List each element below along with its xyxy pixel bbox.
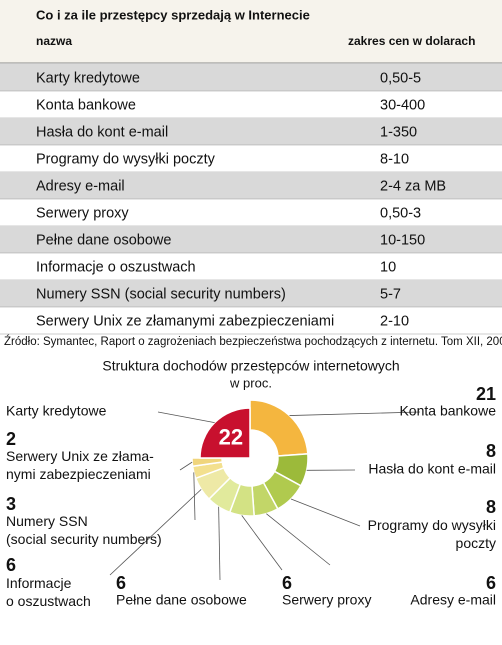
category-label: Serwery proxy [282,592,371,608]
value-label: 6 [116,573,126,593]
chart-subtitle: w proc. [229,375,272,390]
category-label: Adresy e-mail [410,592,496,608]
value-label: 22 [219,425,243,450]
row-name: Numery SSN (social security numbers) [36,286,286,302]
row-price: 0,50-5 [380,70,421,86]
row-name: Konta bankowe [36,97,136,113]
value-label: 8 [486,497,496,517]
row-price: 10-150 [380,232,425,248]
row-price: 8-10 [380,151,409,167]
row-price: 10 [380,259,396,275]
value-label: 8 [486,441,496,461]
row-name: Serwery proxy [36,205,129,221]
value-label: 2 [6,429,16,449]
row-name: Hasła do kont e-mail [36,124,168,140]
category-label: Konta bankowe [399,403,496,419]
row-name: Karty kredytowe [36,70,140,86]
value-label: 21 [476,384,496,404]
table-title: Co i za ile przestępcy sprzedają w Inter… [36,7,310,22]
value-label: 6 [486,573,496,593]
row-name: Serwery Unix ze złamanymi zabezpieczenia… [36,313,334,329]
category-label: Hasła do kont e-mail [368,461,496,477]
row-price: 2-10 [380,313,409,329]
row-name: Programy do wysyłki poczty [36,151,216,167]
row-price: 5-7 [380,286,401,302]
row-price: 1-350 [380,124,417,140]
category-label: Karty kredytowe [6,403,107,419]
chart-title: Struktura dochodów przestępców interneto… [102,358,399,374]
table-header: nazwa [36,34,72,48]
value-label: 3 [6,494,16,514]
category-label: Pełne dane osobowe [116,592,247,608]
source: Źródło: Symantec, Raport o zagrożeniach … [4,335,502,348]
row-name: Pełne dane osobowe [36,232,171,248]
table-header: zakres cen w dolarach [348,34,475,48]
row-name: Adresy e-mail [36,178,125,194]
value-label: 6 [6,555,16,575]
value-label: 6 [282,573,292,593]
row-price: 0,50-3 [380,205,421,221]
row-name: Informacje o oszustwach [36,259,196,275]
row-price: 30-400 [380,97,425,113]
row-price: 2-4 za MB [380,178,446,194]
